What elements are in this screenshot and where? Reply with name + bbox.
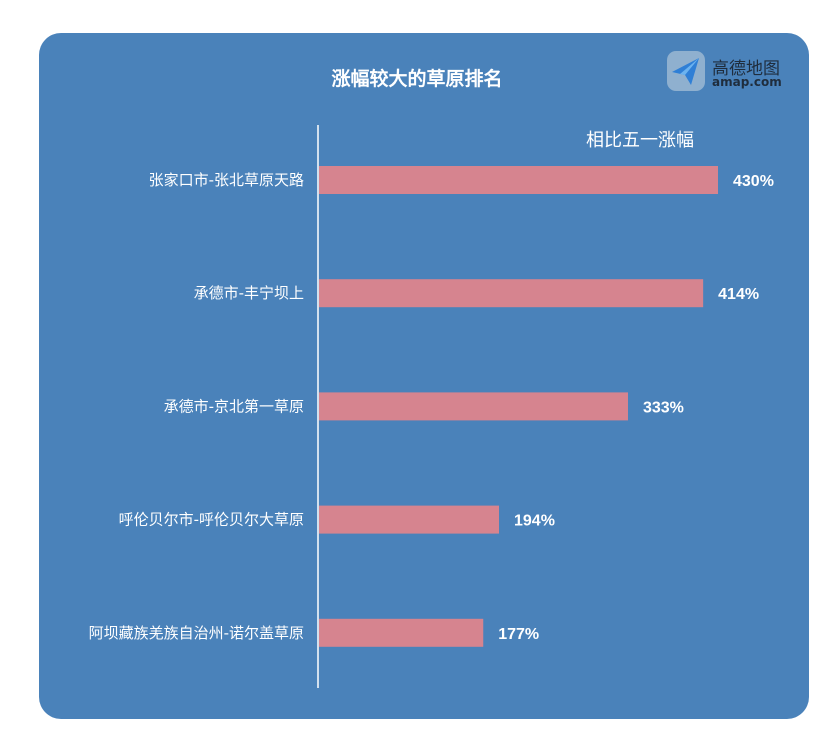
amap-logo-name: 高德地图 <box>712 59 780 79</box>
category-label: 承德市-丰宁坝上 <box>194 284 304 302</box>
legend-series-name: 相比五一涨幅 <box>586 130 694 151</box>
category-label: 张家口市-张北草原天路 <box>149 171 304 189</box>
chart-card <box>39 33 809 719</box>
amap-logo-domain: amap.com <box>712 75 782 89</box>
bar <box>319 618 484 647</box>
category-label: 阿坝藏族羌族自治州-诺尔盖草原 <box>89 624 304 642</box>
amap-logo: 高德地图 amap.com <box>666 50 796 96</box>
value-label: 177% <box>498 626 539 643</box>
amap-logo-icon <box>667 51 705 91</box>
value-label: 430% <box>733 173 774 190</box>
value-label: 414% <box>718 286 759 303</box>
bar <box>319 505 500 534</box>
category-label: 承德市-京北第一草原 <box>164 397 304 415</box>
value-label: 333% <box>643 399 684 416</box>
value-label: 194% <box>514 513 555 530</box>
bar <box>319 279 704 308</box>
chart-title: 涨幅较大的草原排名 <box>331 68 503 90</box>
bar <box>319 166 718 194</box>
bar <box>319 392 628 421</box>
category-label: 呼伦贝尔市-呼伦贝尔大草原 <box>119 511 304 529</box>
